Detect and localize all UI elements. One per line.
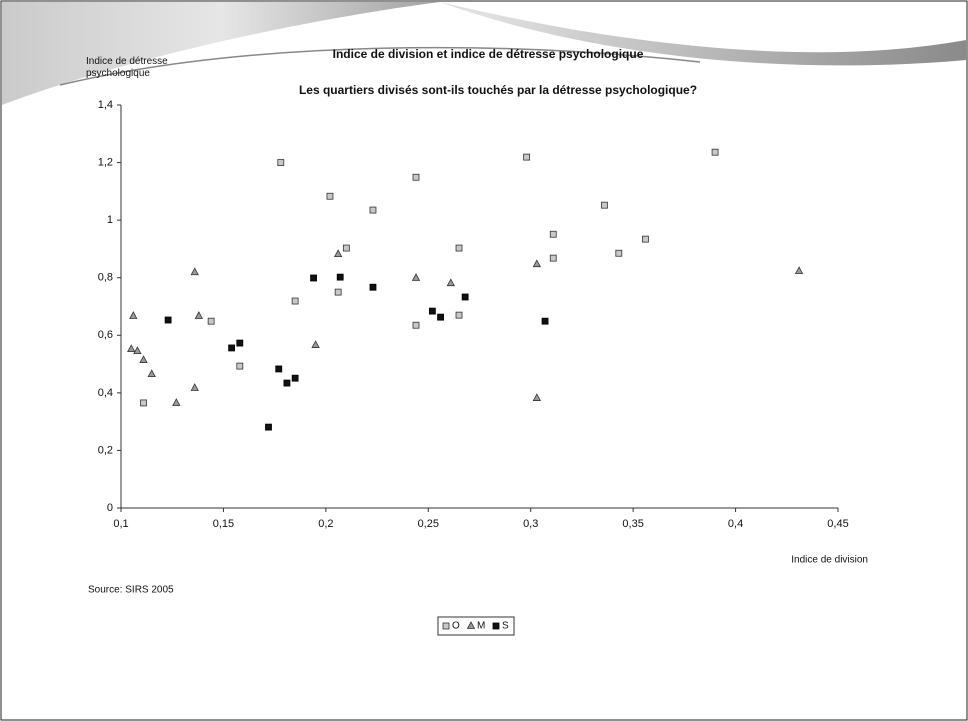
point xyxy=(165,317,171,323)
point xyxy=(278,160,284,166)
y-tick-label: 0 xyxy=(107,502,113,514)
point xyxy=(524,154,530,160)
point xyxy=(642,236,648,242)
legend-label: M xyxy=(477,621,485,632)
y-tick-label: 1,4 xyxy=(98,99,113,111)
point xyxy=(616,250,622,256)
x-tick-label: 0,15 xyxy=(213,518,234,530)
x-axis-label: Indice de division xyxy=(791,555,868,566)
legend-marker xyxy=(443,623,449,629)
point xyxy=(462,294,468,300)
point xyxy=(343,245,349,251)
point xyxy=(237,363,243,369)
y-tick-label: 1 xyxy=(107,214,113,226)
point xyxy=(550,231,556,237)
point xyxy=(284,380,290,386)
x-tick-label: 0,3 xyxy=(523,518,538,530)
point xyxy=(337,274,343,280)
x-tick-label: 0,45 xyxy=(827,518,848,530)
point xyxy=(292,298,298,304)
y-tick-label: 0,2 xyxy=(98,444,113,456)
point xyxy=(229,345,235,351)
y-tick-label: 0,4 xyxy=(98,387,113,399)
point xyxy=(311,275,317,281)
point xyxy=(413,174,419,180)
point xyxy=(429,308,435,314)
x-tick-label: 0,25 xyxy=(418,518,439,530)
point xyxy=(370,284,376,290)
y-tick-label: 0,6 xyxy=(98,329,113,341)
point xyxy=(327,193,333,199)
point xyxy=(265,424,271,430)
point xyxy=(335,289,341,295)
legend-label: O xyxy=(452,621,460,632)
legend-label: S xyxy=(502,621,509,632)
point xyxy=(370,207,376,213)
x-tick-label: 0,4 xyxy=(728,518,743,530)
point xyxy=(413,322,419,328)
x-tick-label: 0,35 xyxy=(622,518,643,530)
source-note: Source: SIRS 2005 xyxy=(88,585,174,596)
chart-title: Indice de division et indice de détresse… xyxy=(333,47,644,61)
point xyxy=(141,400,147,406)
y-tick-label: 0,8 xyxy=(98,272,113,284)
point xyxy=(601,202,607,208)
point xyxy=(550,255,556,261)
legend-marker xyxy=(493,623,499,629)
point xyxy=(276,366,282,372)
point xyxy=(712,149,718,155)
slide: Indice de division et indice de détresse… xyxy=(0,0,968,721)
chart: Indice de division et indice de détresse… xyxy=(0,0,968,721)
point xyxy=(542,318,548,324)
point xyxy=(456,312,462,318)
x-tick-label: 0,1 xyxy=(113,518,128,530)
y-tick-label: 1,2 xyxy=(98,156,113,168)
point xyxy=(208,318,214,324)
point xyxy=(438,314,444,320)
x-tick-label: 0,2 xyxy=(318,518,333,530)
y-axis-label: Indice de détresse psychologique xyxy=(86,56,196,80)
chart-subtitle: Les quartiers divisés sont-ils touchés p… xyxy=(299,83,697,97)
point xyxy=(456,245,462,251)
point xyxy=(292,375,298,381)
point xyxy=(237,340,243,346)
